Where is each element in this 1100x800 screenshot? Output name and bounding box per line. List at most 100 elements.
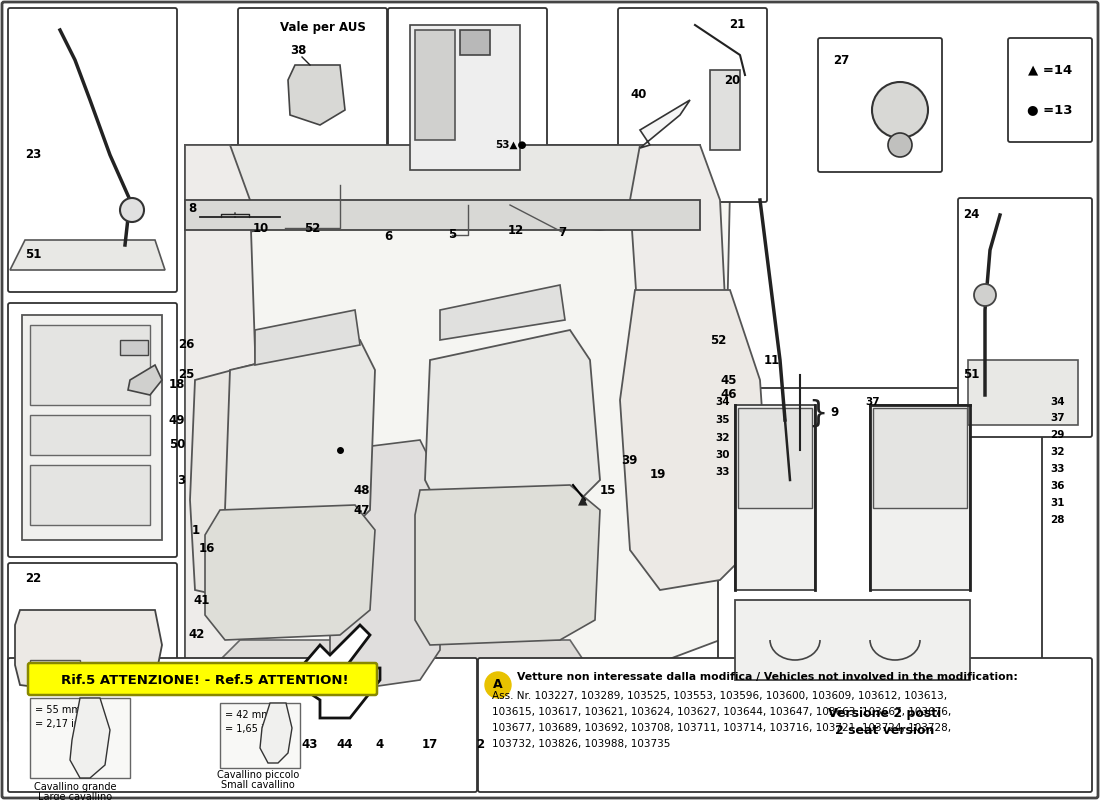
Text: 2 seat version: 2 seat version	[835, 723, 935, 737]
Text: 21: 21	[728, 18, 745, 31]
Text: 43: 43	[301, 738, 318, 751]
Text: 36: 36	[1050, 481, 1065, 491]
Text: 28: 28	[1050, 515, 1065, 525]
FancyBboxPatch shape	[8, 8, 177, 292]
Text: 50: 50	[168, 438, 185, 451]
Text: 9: 9	[830, 406, 838, 419]
Polygon shape	[415, 485, 600, 645]
Text: 1: 1	[191, 523, 200, 537]
Polygon shape	[10, 240, 165, 270]
Text: ● =13: ● =13	[1027, 103, 1072, 117]
Text: 49: 49	[168, 414, 185, 426]
Text: 34: 34	[715, 397, 730, 407]
Text: 37: 37	[865, 397, 880, 407]
Text: 23: 23	[25, 149, 42, 162]
Text: = 55 mm: = 55 mm	[35, 705, 81, 715]
Text: 19: 19	[650, 469, 667, 482]
Text: 29: 29	[1050, 430, 1065, 440]
Polygon shape	[620, 290, 770, 590]
Bar	[22, 315, 162, 540]
Text: 35: 35	[715, 415, 730, 425]
Text: 34: 34	[1050, 397, 1065, 407]
Text: 52: 52	[304, 222, 320, 234]
Text: Cavallino grande: Cavallino grande	[34, 782, 117, 792]
FancyBboxPatch shape	[818, 38, 942, 172]
Text: 6: 6	[384, 230, 392, 243]
Text: Large cavallino: Large cavallino	[37, 792, 112, 800]
Text: 4: 4	[376, 738, 384, 751]
Text: 51: 51	[25, 249, 42, 262]
Polygon shape	[440, 285, 565, 340]
Bar	[873, 408, 967, 508]
Text: 46: 46	[720, 389, 737, 402]
FancyBboxPatch shape	[618, 8, 767, 202]
Text: 45: 45	[720, 374, 737, 386]
Bar	[968, 360, 1078, 425]
Text: ▲: ▲	[579, 494, 587, 506]
FancyBboxPatch shape	[8, 303, 177, 557]
Text: Cavallino piccolo: Cavallino piccolo	[217, 770, 299, 780]
Polygon shape	[190, 360, 290, 600]
Text: = 42 mm: = 42 mm	[226, 710, 271, 720]
Text: = 1,65 inch: = 1,65 inch	[226, 724, 282, 734]
Text: Vale per AUS: Vale per AUS	[280, 22, 366, 34]
Bar	[710, 70, 740, 150]
Text: 33: 33	[1050, 464, 1065, 474]
Text: 103615, 103617, 103621, 103624, 103627, 103644, 103647, 103663, 103667, 103676,: 103615, 103617, 103621, 103624, 103627, …	[492, 707, 952, 717]
Circle shape	[974, 284, 996, 306]
Text: 2: 2	[476, 738, 484, 751]
Text: 20: 20	[724, 74, 740, 86]
Text: 16: 16	[199, 542, 214, 554]
Text: 30: 30	[715, 450, 730, 460]
Text: 18: 18	[168, 378, 185, 391]
Bar	[738, 408, 812, 508]
Bar	[870, 405, 970, 590]
Text: 32: 32	[715, 433, 730, 443]
Bar	[30, 465, 150, 525]
Polygon shape	[288, 65, 345, 125]
Bar	[30, 698, 130, 778]
FancyBboxPatch shape	[388, 8, 547, 207]
Polygon shape	[330, 440, 440, 690]
Polygon shape	[185, 145, 730, 740]
FancyBboxPatch shape	[958, 198, 1092, 437]
Bar	[30, 415, 150, 455]
Text: ▲ =14: ▲ =14	[1027, 63, 1072, 77]
Text: 44: 44	[337, 738, 353, 751]
Text: 5: 5	[448, 229, 456, 242]
Text: 15: 15	[600, 483, 616, 497]
Bar	[220, 703, 300, 768]
Polygon shape	[185, 145, 700, 240]
Text: 26: 26	[178, 338, 195, 351]
Polygon shape	[30, 660, 80, 680]
Bar	[415, 30, 455, 140]
Text: Ass. Nr. 103227, 103289, 103525, 103553, 103596, 103600, 103609, 103612, 103613,: Ass. Nr. 103227, 103289, 103525, 103553,…	[492, 691, 947, 701]
Text: = 2,17 inch: = 2,17 inch	[35, 719, 91, 729]
Text: 42: 42	[188, 629, 205, 642]
Polygon shape	[640, 100, 690, 148]
Bar	[735, 600, 970, 680]
Circle shape	[888, 133, 912, 157]
FancyBboxPatch shape	[238, 8, 387, 187]
Bar	[120, 340, 148, 355]
Text: 27: 27	[833, 54, 849, 66]
Text: 10: 10	[253, 222, 270, 234]
Text: 41: 41	[194, 594, 210, 606]
Text: 103677, 103689, 103692, 103708, 103711, 103714, 103716, 103721, 103724, 103728,: 103677, 103689, 103692, 103708, 103711, …	[492, 723, 952, 733]
Text: A: A	[493, 678, 503, 691]
Polygon shape	[15, 610, 162, 695]
Text: 52: 52	[710, 334, 726, 346]
Text: 47: 47	[353, 503, 370, 517]
Circle shape	[872, 82, 928, 138]
Polygon shape	[128, 365, 162, 395]
Text: 103732, 103826, 103988, 103735: 103732, 103826, 103988, 103735	[492, 739, 670, 749]
Polygon shape	[70, 698, 110, 778]
Text: 53▲●: 53▲●	[495, 140, 527, 150]
Text: 31: 31	[1050, 498, 1065, 508]
Text: 25: 25	[178, 369, 195, 382]
Polygon shape	[205, 505, 375, 640]
Text: 24: 24	[962, 209, 979, 222]
Bar	[185, 200, 700, 230]
Text: 37: 37	[1050, 413, 1065, 423]
Bar	[30, 325, 150, 405]
